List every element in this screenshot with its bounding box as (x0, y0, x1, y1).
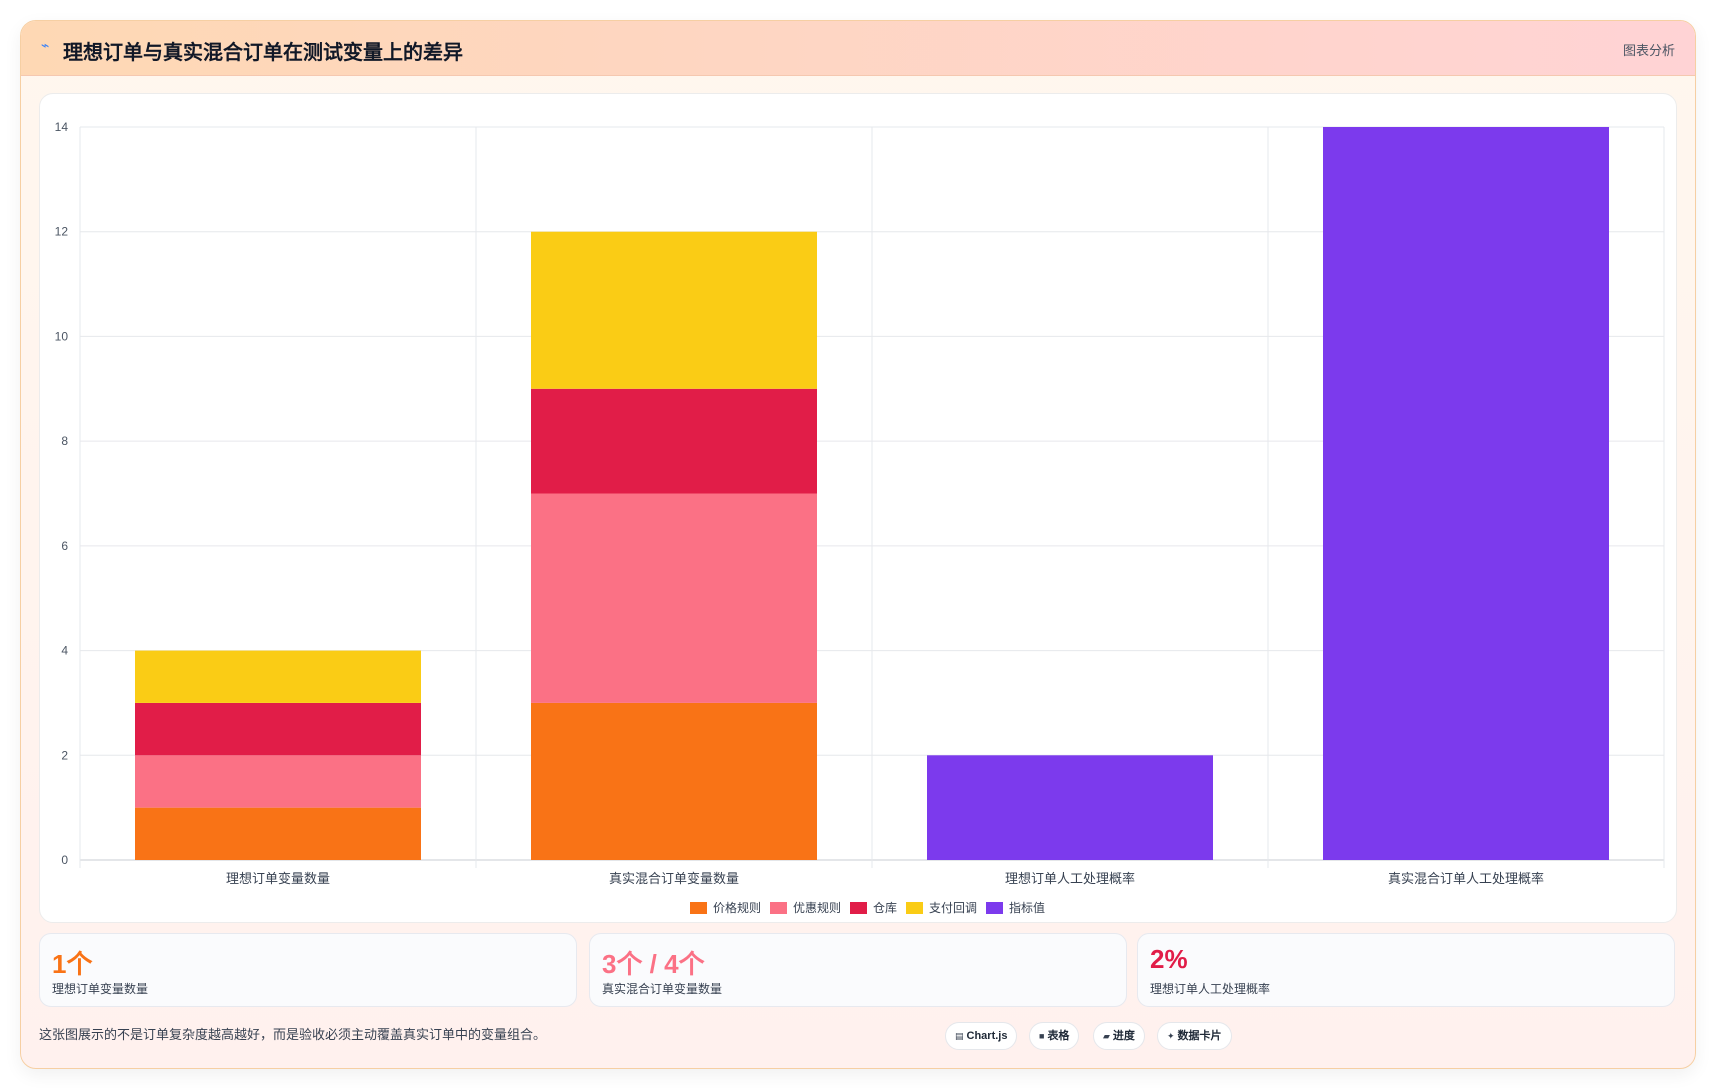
legend-swatch (770, 902, 787, 914)
bar-segment (927, 755, 1213, 860)
bar-segment (531, 231, 817, 389)
stat-value: 2% (1150, 944, 1188, 974)
stat-cards: 1个 理想订单变量数量 3个 / 4个 真实混合订单变量数量 2% 理想订单人工… (39, 933, 1675, 1007)
stat-card: 1个 理想订单变量数量 (39, 933, 577, 1007)
data-card-icon: ✦ (1167, 1031, 1175, 1041)
x-tick-label: 理想订单人工处理概率 (1005, 871, 1135, 886)
chip-data-card[interactable]: ✦ 数据卡片 (1157, 1022, 1232, 1050)
legend-swatch (850, 902, 867, 914)
bar-segment (135, 755, 421, 808)
bar-segment (1323, 127, 1609, 860)
y-tick-label: 8 (61, 434, 68, 448)
legend-label: 价格规则 (713, 900, 761, 915)
header-tag: 图表分析 (1622, 43, 1675, 58)
chip-chart-js[interactable]: ▤ Chart.js (945, 1022, 1018, 1050)
legend-swatch (906, 902, 923, 914)
chart-card: ⌁ 理想订单与真实混合订单在测试变量上的差异 图表分析 0 2 4 6 8 10 12 14 理… (20, 20, 1696, 1069)
bar-segment (135, 807, 421, 860)
stat-card: 2% 理想订单人工处理概率 (1137, 933, 1675, 1007)
chart-icon: ⌁ (41, 37, 50, 53)
page-title: 理想订单与真实混合订单在测试变量上的差异 (63, 42, 463, 64)
stat-label: 真实混合订单变量数量 (602, 982, 723, 996)
bar-segment (135, 702, 421, 756)
y-tick-label: 12 (55, 225, 69, 239)
legend-label: 优惠规则 (793, 900, 841, 915)
stat-value: 3个 / 4个 (602, 949, 705, 979)
legend-swatch (986, 902, 1003, 914)
chart-panel: 0 2 4 6 8 10 12 14 理想订单变量数量 真实混合订单变量数量 理想订单人工处理概率 真… (39, 93, 1677, 923)
progress-icon: ▰ (1103, 1031, 1110, 1041)
bar-chart: 0 2 4 6 8 10 12 14 理想订单变量数量 真实混合订单变量数量 理想订单人工处理概率 真… (55, 120, 1665, 915)
legend-swatch (690, 902, 707, 914)
table-icon: ■ (1039, 1031, 1045, 1041)
stat-label: 理想订单变量数量 (52, 982, 149, 996)
chart-js-icon: ▤ (955, 1031, 964, 1041)
stat-label: 理想订单人工处理概率 (1150, 982, 1271, 996)
bar-segment (135, 650, 421, 703)
chip-progress[interactable]: ▰ 进度 (1093, 1022, 1145, 1050)
chip-label: 表格 (1047, 1030, 1070, 1042)
y-tick-label: 10 (55, 329, 69, 343)
y-tick-label: 2 (61, 748, 68, 762)
legend-label: 支付回调 (929, 901, 977, 915)
x-tick-label: 真实混合订单人工处理概率 (1388, 871, 1544, 886)
legend-label: 仓库 (873, 900, 897, 915)
stat-card: 3个 / 4个 真实混合订单变量数量 (589, 933, 1127, 1007)
x-tick-label: 理想订单变量数量 (226, 871, 330, 886)
chip-label: 数据卡片 (1177, 1030, 1222, 1042)
chip-table[interactable]: ■ 表格 (1029, 1022, 1080, 1050)
chip-label: 进度 (1112, 1030, 1135, 1042)
footer-note: 这张图展示的不是订单复杂度越高越好，而是验收必须主动覆盖真实订单中的变量组合。 (39, 1027, 547, 1042)
bar-segment (531, 388, 817, 494)
chip-label: Chart.js (966, 1030, 1008, 1042)
y-tick-label: 14 (55, 120, 69, 134)
bar-segment (531, 493, 817, 703)
y-tick-label: 6 (61, 539, 68, 553)
card-header: ⌁ 理想订单与真实混合订单在测试变量上的差异 图表分析 (21, 21, 1695, 76)
y-tick-label: 0 (61, 853, 68, 867)
y-tick-label: 4 (61, 644, 68, 658)
x-tick-label: 真实混合订单变量数量 (609, 871, 739, 886)
bar-segment (531, 702, 817, 860)
legend-label: 指标值 (1009, 900, 1045, 915)
stat-value: 1个 (52, 949, 93, 979)
